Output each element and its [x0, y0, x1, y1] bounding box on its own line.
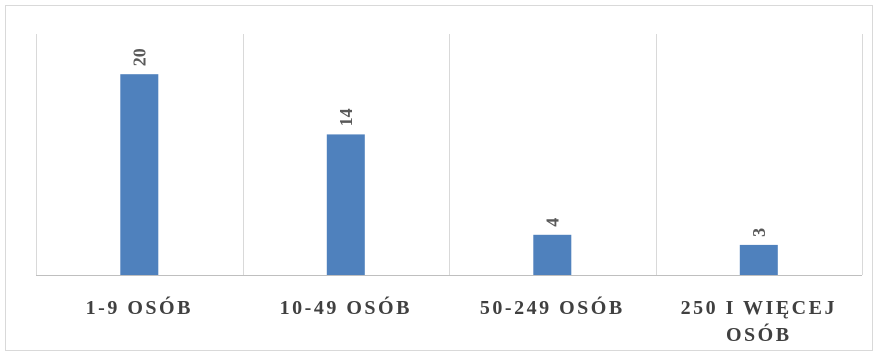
data-label-2: 14	[336, 108, 356, 126]
data-label-4: 3	[749, 228, 769, 237]
data-labels: 20 14 4 3	[129, 48, 769, 237]
x-tick-label-3: 50-249 OSÓB	[480, 295, 625, 319]
bar-2	[326, 134, 365, 275]
x-tick-label-4-line-1: 250 I WIĘCEJ	[681, 297, 837, 319]
bar-4	[739, 244, 778, 275]
x-tick-label-2: 10-49 OSÓB	[280, 295, 412, 319]
x-axis-tick-labels: 1-9 OSÓB 10-49 OSÓB 50-249 OSÓB 250 I WIĘCE…	[86, 295, 837, 346]
x-tick-label-1: 1-9 OSÓB	[86, 295, 193, 319]
grid-layer	[36, 34, 863, 275]
bars	[120, 74, 778, 275]
chart-frame	[5, 5, 873, 351]
x-tick-label-4-line-2: OSÓB	[726, 322, 792, 346]
bar-1	[120, 74, 159, 275]
data-label-3: 4	[542, 218, 562, 227]
data-label-1: 20	[129, 48, 149, 66]
bar-3	[533, 234, 572, 275]
